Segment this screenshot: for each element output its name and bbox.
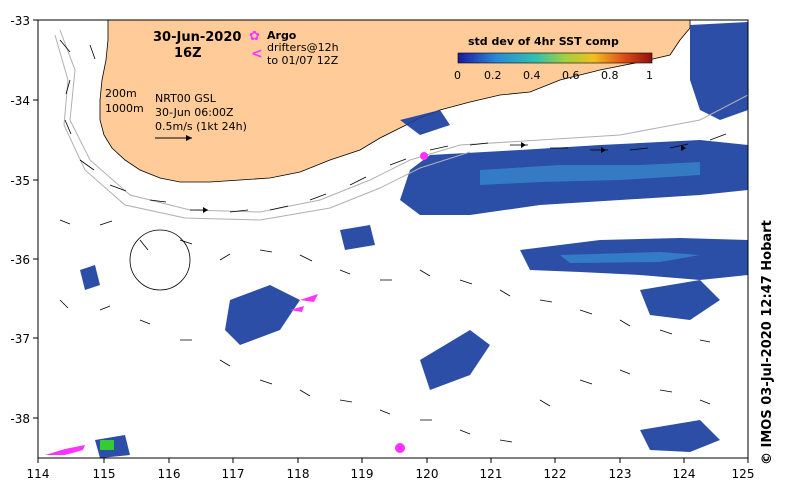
y-tick-label: -36 <box>10 253 30 267</box>
current-vectors <box>59 39 727 443</box>
map-date: 30-Jun-2020 <box>153 30 241 45</box>
drifter-icon: < <box>251 46 263 62</box>
depth-200-label: 200m <box>105 87 137 100</box>
x-tick-label: 122 <box>544 467 567 481</box>
scale-arrow <box>155 135 192 141</box>
credit-label: © IMOS 03-Jul-2020 12:47 Hobart <box>760 220 775 465</box>
x-tick-label: 124 <box>673 467 696 481</box>
y-tick-label: -34 <box>10 94 30 108</box>
time-label: 30-Jun 06:00Z <box>155 106 234 119</box>
axis-ticks <box>33 19 749 463</box>
colorbar-tick: 0.6 <box>562 69 580 82</box>
x-tick-label: 119 <box>351 467 374 481</box>
y-tick-label: -37 <box>10 332 30 346</box>
drifter-trail <box>100 440 114 450</box>
colorbar-tick: 0 <box>454 69 461 82</box>
colorbar-tick: 0.2 <box>484 69 502 82</box>
argo-icon: ✿ <box>249 29 260 44</box>
scale-label: 0.5m/s (1kt 24h) <box>155 120 247 133</box>
sst-highlights <box>480 162 700 263</box>
map-hour: 16Z <box>174 46 202 61</box>
colorbar-tick: 0.4 <box>523 69 541 82</box>
x-tick-label: 120 <box>416 467 439 481</box>
y-tick-label: -38 <box>10 412 30 426</box>
drifters-label: drifters@12h <box>267 41 339 54</box>
depth-1000-label: 1000m <box>105 102 144 115</box>
x-tick-label: 116 <box>158 467 181 481</box>
x-tick-label: 123 <box>609 467 632 481</box>
x-tick-label: 114 <box>27 467 50 481</box>
colorbar-ticks: 0 0.2 0.4 0.6 0.8 1 <box>454 69 653 82</box>
x-tick-label: 121 <box>480 467 503 481</box>
colorbar-tick: 1 <box>646 69 653 82</box>
y-tick-label: -35 <box>10 174 30 188</box>
product-label: NRT00 GSL <box>155 92 217 105</box>
x-axis-labels: 114 115 116 117 118 119 120 121 122 123 … <box>27 467 755 481</box>
y-tick-label: -33 <box>10 14 30 28</box>
x-tick-label: 118 <box>287 467 310 481</box>
plot-frame <box>37 19 749 459</box>
colorbar-tick: 0.8 <box>601 69 619 82</box>
argo-markers <box>45 152 428 455</box>
depth-contours <box>54 29 749 221</box>
colorbar <box>457 52 653 64</box>
drifters-to-label: to 01/07 12Z <box>267 54 339 67</box>
x-tick-label: 115 <box>93 467 116 481</box>
x-tick-label: 117 <box>222 467 245 481</box>
colorbar-title: std dev of 4hr SST comp <box>468 35 619 48</box>
x-tick-label: 125 <box>732 467 755 481</box>
argo-label: Argo <box>267 29 297 42</box>
y-axis-labels: -33 -34 -35 -36 -37 -38 <box>10 14 30 426</box>
